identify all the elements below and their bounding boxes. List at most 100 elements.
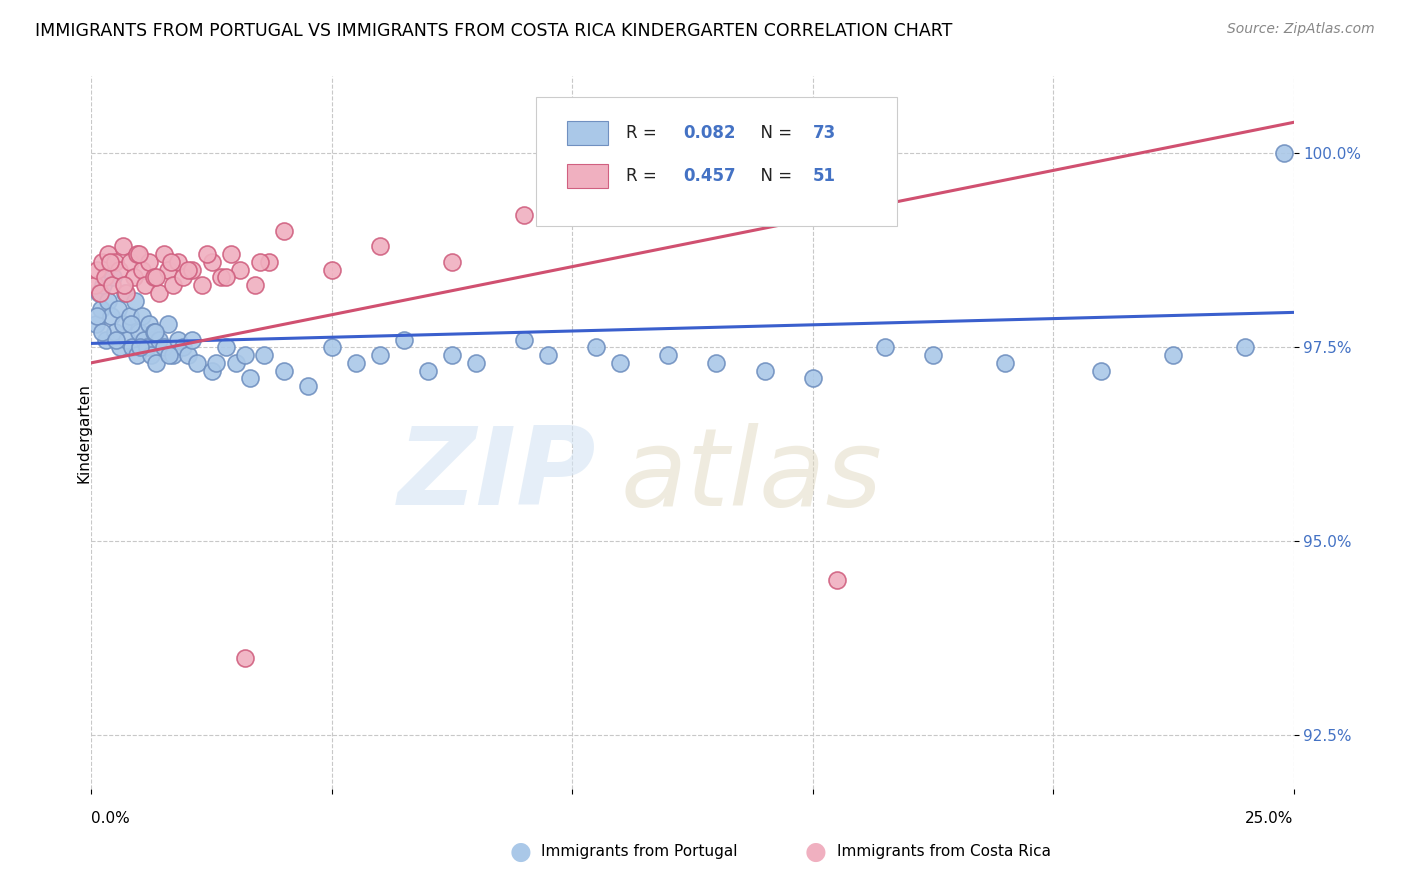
- Text: 0.0%: 0.0%: [91, 812, 131, 826]
- Point: [609, 356, 631, 370]
- Point: [118, 255, 141, 269]
- Point: [101, 270, 124, 285]
- Point: [138, 317, 160, 331]
- Point: [191, 278, 214, 293]
- Point: [148, 285, 170, 300]
- Point: [537, 348, 560, 362]
- Point: [157, 348, 180, 362]
- Point: [91, 255, 114, 269]
- Point: [200, 255, 222, 269]
- Point: [145, 270, 167, 285]
- Text: R =: R =: [626, 167, 662, 185]
- Point: [273, 224, 295, 238]
- Point: [922, 348, 945, 362]
- Point: [111, 239, 134, 253]
- Point: [181, 262, 204, 277]
- Point: [321, 262, 343, 277]
- Point: [273, 363, 295, 377]
- Point: [122, 270, 145, 285]
- Point: [94, 333, 117, 347]
- Point: [321, 340, 343, 354]
- Point: [706, 356, 728, 370]
- Point: [128, 325, 150, 339]
- Point: [229, 262, 252, 277]
- Text: 25.0%: 25.0%: [1246, 812, 1294, 826]
- Point: [657, 348, 679, 362]
- Point: [142, 270, 165, 285]
- Y-axis label: Kindergarten: Kindergarten: [77, 383, 91, 483]
- Point: [157, 317, 180, 331]
- Point: [86, 310, 108, 324]
- Point: [209, 270, 232, 285]
- Point: [253, 348, 276, 362]
- Point: [368, 348, 391, 362]
- Text: R =: R =: [626, 124, 662, 142]
- Point: [152, 247, 174, 261]
- Point: [112, 278, 135, 293]
- Point: [167, 333, 190, 347]
- Point: [157, 262, 180, 277]
- Point: [513, 209, 536, 223]
- Point: [176, 262, 198, 277]
- Point: [97, 293, 120, 308]
- Point: [111, 317, 134, 331]
- Point: [200, 363, 222, 377]
- Point: [344, 356, 367, 370]
- Point: [114, 285, 136, 300]
- Point: [90, 301, 112, 316]
- Point: [994, 356, 1017, 370]
- Point: [239, 371, 262, 385]
- Point: [104, 325, 127, 339]
- FancyBboxPatch shape: [536, 97, 897, 226]
- Point: [825, 573, 848, 587]
- Point: [135, 340, 157, 354]
- Point: [162, 278, 184, 293]
- Point: [205, 356, 228, 370]
- Text: ZIP: ZIP: [398, 423, 596, 528]
- Text: ●: ●: [804, 840, 827, 863]
- Point: [416, 363, 439, 377]
- Point: [754, 363, 776, 377]
- Point: [125, 348, 148, 362]
- Point: [233, 650, 256, 665]
- Point: [195, 247, 218, 261]
- Text: 73: 73: [813, 124, 837, 142]
- Text: 51: 51: [813, 167, 835, 185]
- Point: [873, 340, 896, 354]
- Point: [1161, 348, 1184, 362]
- Point: [706, 178, 728, 192]
- Text: 0.457: 0.457: [683, 167, 735, 185]
- Point: [465, 356, 488, 370]
- Point: [131, 310, 153, 324]
- FancyBboxPatch shape: [568, 120, 609, 145]
- Point: [110, 340, 132, 354]
- Point: [609, 201, 631, 215]
- Point: [107, 301, 129, 316]
- Point: [134, 333, 156, 347]
- Point: [120, 317, 142, 331]
- Point: [176, 348, 198, 362]
- Point: [225, 356, 247, 370]
- Point: [440, 255, 463, 269]
- Point: [142, 325, 165, 339]
- Point: [105, 333, 128, 347]
- Point: [98, 255, 121, 269]
- Point: [167, 255, 190, 269]
- Point: [145, 356, 167, 370]
- Point: [392, 333, 415, 347]
- Point: [219, 247, 242, 261]
- Point: [121, 340, 143, 354]
- Text: atlas: atlas: [620, 423, 882, 528]
- Point: [131, 262, 153, 277]
- Point: [172, 340, 194, 354]
- Point: [143, 325, 166, 339]
- Point: [368, 239, 391, 253]
- Point: [94, 270, 117, 285]
- Point: [249, 255, 271, 269]
- Text: Immigrants from Costa Rica: Immigrants from Costa Rica: [837, 845, 1050, 859]
- Point: [585, 340, 607, 354]
- Point: [87, 285, 110, 300]
- Point: [108, 262, 131, 277]
- Text: IMMIGRANTS FROM PORTUGAL VS IMMIGRANTS FROM COSTA RICA KINDERGARTEN CORRELATION : IMMIGRANTS FROM PORTUGAL VS IMMIGRANTS F…: [35, 22, 952, 40]
- Point: [124, 293, 146, 308]
